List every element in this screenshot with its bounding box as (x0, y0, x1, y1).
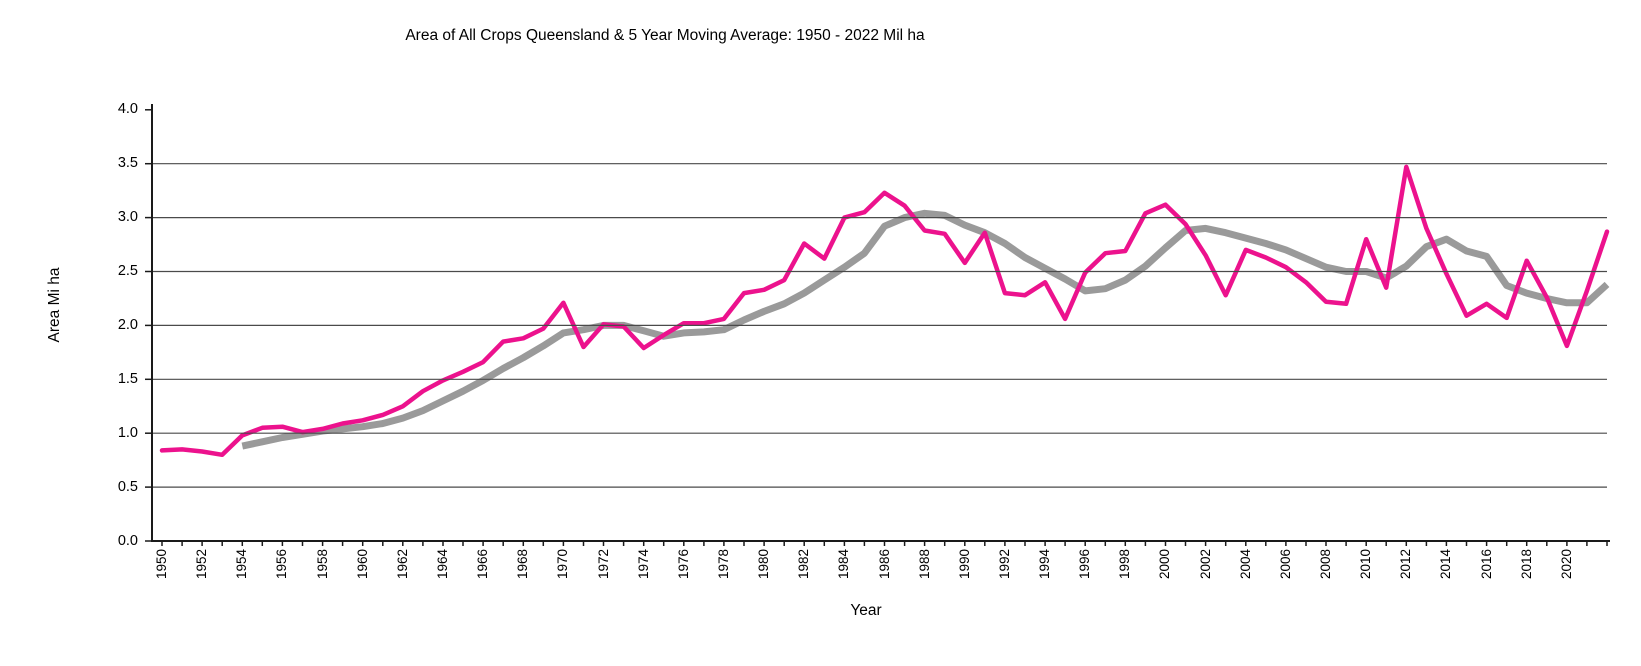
x-tick-label: 1994 (1037, 548, 1053, 580)
y-tick-label: 1.0 (117, 424, 138, 441)
x-tick-label: 2000 (1157, 548, 1173, 580)
moving-average-line (241, 209, 1610, 450)
y-tick-label: 2.0 (117, 316, 138, 333)
chart-title: Area of All Crops Queensland & 5 Year Mo… (405, 27, 925, 44)
x-tick-label: 1958 (314, 548, 330, 580)
x-tick-label: 2006 (1277, 548, 1293, 580)
y-tick-label: 4.0 (117, 101, 138, 118)
x-tick-label: 1972 (595, 548, 611, 580)
x-tick-label: 1998 (1117, 548, 1133, 580)
x-tick-label: 1990 (956, 548, 972, 580)
x-tick-label: 2020 (1558, 548, 1574, 580)
y-tick-label: 0.0 (117, 532, 138, 549)
x-tick-label: 2018 (1518, 548, 1534, 580)
x-tick-label: 2012 (1398, 548, 1414, 580)
x-axis-title: Year (850, 602, 882, 619)
x-tick-label: 1988 (916, 548, 932, 580)
x-tick-label: 2014 (1438, 548, 1454, 580)
y-tick-label: 1.5 (117, 370, 138, 387)
x-tick-label: 1982 (796, 548, 812, 580)
x-tick-label: 1992 (996, 548, 1012, 580)
x-tick-label: 1996 (1077, 548, 1093, 580)
x-tick-label: 1980 (756, 548, 772, 580)
x-tick-label: 1978 (715, 548, 731, 580)
x-tick-label: 1984 (836, 548, 852, 580)
x-tick-label: 2016 (1478, 548, 1494, 580)
x-tick-label: 1954 (234, 548, 250, 580)
x-tick-label: 2008 (1318, 548, 1334, 580)
x-tick-label: 1976 (675, 548, 691, 580)
x-tick-label: 1964 (434, 548, 450, 580)
y-tick-label: 3.5 (117, 155, 138, 172)
x-tick-label: 1970 (555, 548, 571, 580)
y-tick-label: 2.5 (117, 263, 138, 279)
x-tick-label: 2004 (1237, 548, 1253, 580)
x-tick-label: 1986 (876, 548, 892, 580)
x-tick-label: 1962 (394, 548, 410, 580)
x-tick-label: 2010 (1358, 548, 1374, 580)
x-tick-label: 1956 (274, 548, 290, 580)
x-tick-label: 2002 (1197, 548, 1213, 580)
x-tick-label: 1968 (515, 548, 531, 580)
x-tick-label: 1966 (475, 548, 491, 580)
x-tick-label: 1950 (154, 548, 169, 580)
x-tick-label: 1960 (354, 548, 370, 580)
y-tick-label: 3.0 (117, 209, 138, 226)
annual-area-line (159, 164, 1610, 458)
y-axis-title: Area Mi ha (46, 267, 63, 343)
x-tick-label: 1952 (194, 548, 210, 580)
y-tick-label: 0.5 (117, 478, 138, 495)
x-tick-label: 1974 (635, 548, 651, 580)
